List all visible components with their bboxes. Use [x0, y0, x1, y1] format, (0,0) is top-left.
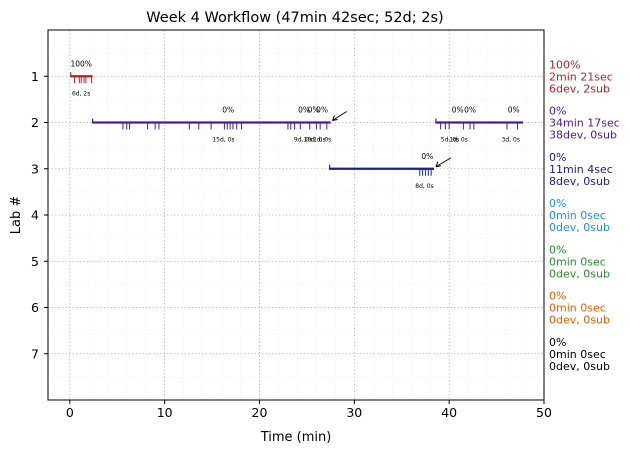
summary-line: 0%	[549, 197, 566, 210]
x-tick-label: 50	[536, 405, 552, 420]
summary-line: 0%	[549, 290, 566, 303]
summary-line: 0dev, 0sub	[549, 360, 610, 373]
y-tick-label: 4	[31, 208, 39, 223]
y-tick-label: 1	[31, 69, 39, 84]
lab-track-3: 0% 8d, 0s	[329, 152, 452, 190]
summary-line: 0min 0sec	[549, 255, 606, 268]
summary-line: 11min 4sec	[549, 163, 613, 176]
count-label: 8d, 0s	[415, 183, 433, 190]
percent-label: 0%	[222, 106, 234, 115]
y-tick-label: 7	[31, 346, 39, 361]
annotation-arrowhead	[332, 115, 338, 121]
summary-line: 0%	[549, 243, 566, 256]
percent-label: 0%	[316, 106, 328, 115]
x-tick-label: 40	[441, 405, 457, 420]
summary-line: 8dev, 0sub	[549, 175, 610, 188]
percent-label: 0%	[508, 106, 520, 115]
summary-line: 0min 0sec	[549, 209, 606, 222]
x-tick-label: 0	[66, 405, 74, 420]
annotation-arrowhead	[435, 161, 441, 168]
count-label: 6d, 2s	[72, 90, 90, 97]
percent-label: 0%	[298, 106, 310, 115]
summary-line: 38dev, 0sub	[549, 129, 617, 142]
y-tick-label: 3	[31, 161, 39, 176]
y-axis: 1 2 3 4 5 6 7	[31, 69, 48, 361]
summary-line: 0dev, 0sub	[549, 221, 610, 234]
summary-line: 6dev, 2sub	[549, 82, 610, 95]
summary-line: 0dev, 0sub	[549, 267, 610, 280]
annotation-arrow	[332, 111, 348, 121]
summary-line: 0%	[549, 105, 566, 118]
percent-label: 0%	[421, 152, 433, 161]
summary-line: 34min 17sec	[549, 117, 620, 130]
summary-line: 0dev, 0sub	[549, 314, 610, 327]
count-label: 3d, 0s	[502, 137, 520, 144]
x-tick-label: 20	[252, 405, 268, 420]
x-axis: 0 10 20 30 40 50	[66, 400, 552, 420]
count-label: 1d, 0s	[449, 137, 467, 144]
grid-lines	[48, 30, 545, 400]
percent-label: 0%	[308, 106, 320, 115]
chart-title: Week 4 Workflow (47min 42sec; 52d; 2s)	[146, 10, 443, 26]
y-tick-label: 2	[31, 115, 39, 130]
y-tick-label: 6	[31, 300, 39, 315]
x-axis-label: Time (min)	[260, 430, 332, 445]
x-tick-label: 10	[157, 405, 173, 420]
percent-label: 0%	[464, 106, 476, 115]
summary-line: 0%	[549, 151, 566, 164]
percent-label: 0%	[452, 106, 464, 115]
count-label: 5d, 0s	[441, 137, 459, 144]
lab-tracks: 100%6d, 2s0% 0%0%0% 0% 0% 0%15d, 0s 9d, 0s10d…	[70, 59, 524, 190]
percent-label: 100%	[70, 59, 91, 68]
summary-line: 2min 21sec	[549, 70, 613, 83]
x-tick-label: 30	[346, 405, 362, 420]
y-axis-label: Lab #	[9, 196, 24, 235]
count-label: 2d, 0s	[313, 137, 331, 144]
count-label: 15d, 0s	[212, 137, 234, 144]
summary-line: 0min 0sec	[549, 348, 606, 361]
lab-track-1: 100% 6d, 2s	[70, 59, 93, 97]
summary-line: 0min 0sec	[549, 302, 606, 315]
summary-line: 100%	[549, 58, 580, 71]
y-tick-label: 5	[31, 254, 39, 269]
count-label: 10d, 0s	[303, 137, 325, 144]
count-label: 9d, 0s	[294, 137, 312, 144]
annotation-arrow	[435, 157, 452, 168]
summary-line: 0%	[549, 336, 566, 349]
